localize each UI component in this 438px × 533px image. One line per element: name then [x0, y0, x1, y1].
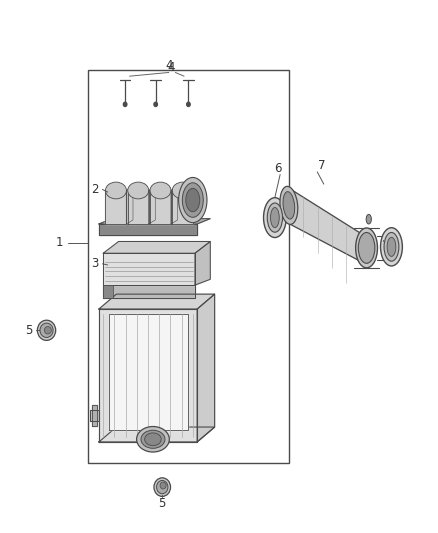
Polygon shape — [287, 187, 365, 264]
Circle shape — [154, 102, 157, 107]
Ellipse shape — [267, 203, 283, 232]
Text: 4: 4 — [167, 61, 175, 74]
Polygon shape — [99, 309, 197, 442]
Polygon shape — [128, 190, 149, 224]
Ellipse shape — [182, 183, 203, 217]
Ellipse shape — [145, 433, 161, 446]
Bar — [103, 285, 113, 298]
Ellipse shape — [137, 426, 170, 452]
Ellipse shape — [384, 232, 399, 261]
Polygon shape — [197, 294, 215, 442]
Polygon shape — [103, 253, 195, 285]
Bar — [88, 70, 289, 463]
Ellipse shape — [44, 327, 51, 334]
Circle shape — [187, 102, 190, 107]
Text: 5: 5 — [159, 497, 166, 510]
Polygon shape — [99, 294, 215, 309]
Ellipse shape — [186, 188, 200, 212]
Ellipse shape — [40, 323, 53, 337]
Ellipse shape — [381, 228, 403, 266]
Ellipse shape — [141, 430, 165, 448]
Text: 1: 1 — [56, 236, 64, 249]
Polygon shape — [103, 285, 195, 298]
Text: 5: 5 — [25, 324, 33, 337]
Ellipse shape — [156, 480, 168, 494]
Ellipse shape — [150, 182, 171, 199]
Text: 2: 2 — [91, 183, 98, 196]
Polygon shape — [106, 190, 127, 224]
Ellipse shape — [356, 228, 378, 268]
Ellipse shape — [366, 214, 371, 224]
Polygon shape — [99, 427, 215, 442]
Text: 7: 7 — [318, 159, 325, 172]
Ellipse shape — [37, 320, 56, 341]
Text: 3: 3 — [91, 257, 98, 270]
Ellipse shape — [128, 182, 149, 199]
Polygon shape — [99, 224, 197, 235]
Circle shape — [124, 102, 127, 107]
Ellipse shape — [283, 192, 295, 219]
Text: 6: 6 — [274, 161, 282, 175]
Ellipse shape — [280, 187, 298, 224]
Ellipse shape — [160, 482, 166, 489]
Polygon shape — [99, 219, 210, 224]
Polygon shape — [149, 187, 155, 224]
Ellipse shape — [358, 232, 375, 263]
Polygon shape — [90, 410, 99, 421]
Polygon shape — [150, 190, 171, 224]
Polygon shape — [172, 190, 193, 224]
Text: 4: 4 — [165, 59, 173, 72]
Polygon shape — [109, 314, 187, 430]
Ellipse shape — [387, 237, 396, 256]
Polygon shape — [103, 241, 210, 253]
Polygon shape — [171, 187, 177, 224]
Ellipse shape — [271, 207, 279, 228]
Ellipse shape — [154, 478, 170, 496]
Ellipse shape — [106, 182, 127, 199]
Ellipse shape — [172, 182, 193, 199]
Polygon shape — [127, 187, 133, 224]
Ellipse shape — [179, 177, 207, 223]
Polygon shape — [92, 405, 97, 426]
Text: 8: 8 — [388, 236, 395, 249]
Ellipse shape — [264, 198, 286, 238]
Polygon shape — [195, 241, 210, 285]
